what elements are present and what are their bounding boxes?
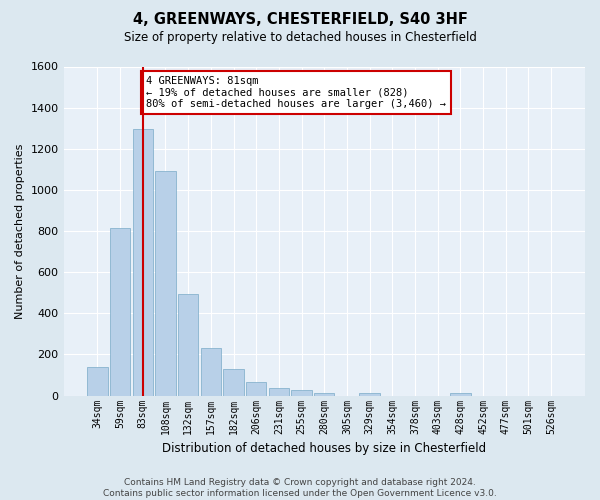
Bar xyxy=(269,388,289,396)
Bar xyxy=(450,392,470,396)
Y-axis label: Number of detached properties: Number of detached properties xyxy=(15,144,25,319)
X-axis label: Distribution of detached houses by size in Chesterfield: Distribution of detached houses by size … xyxy=(162,442,487,455)
Text: 4 GREENWAYS: 81sqm
← 19% of detached houses are smaller (828)
80% of semi-detach: 4 GREENWAYS: 81sqm ← 19% of detached hou… xyxy=(146,76,446,109)
Bar xyxy=(110,228,130,396)
Text: Contains HM Land Registry data © Crown copyright and database right 2024.
Contai: Contains HM Land Registry data © Crown c… xyxy=(103,478,497,498)
Text: 4, GREENWAYS, CHESTERFIELD, S40 3HF: 4, GREENWAYS, CHESTERFIELD, S40 3HF xyxy=(133,12,467,28)
Bar xyxy=(223,369,244,396)
Bar xyxy=(359,392,380,396)
Bar xyxy=(133,129,153,396)
Bar xyxy=(314,392,334,396)
Bar xyxy=(200,348,221,396)
Bar xyxy=(246,382,266,396)
Bar xyxy=(292,390,312,396)
Bar xyxy=(178,294,199,396)
Bar xyxy=(155,172,176,396)
Text: Size of property relative to detached houses in Chesterfield: Size of property relative to detached ho… xyxy=(124,31,476,44)
Bar xyxy=(87,367,107,396)
